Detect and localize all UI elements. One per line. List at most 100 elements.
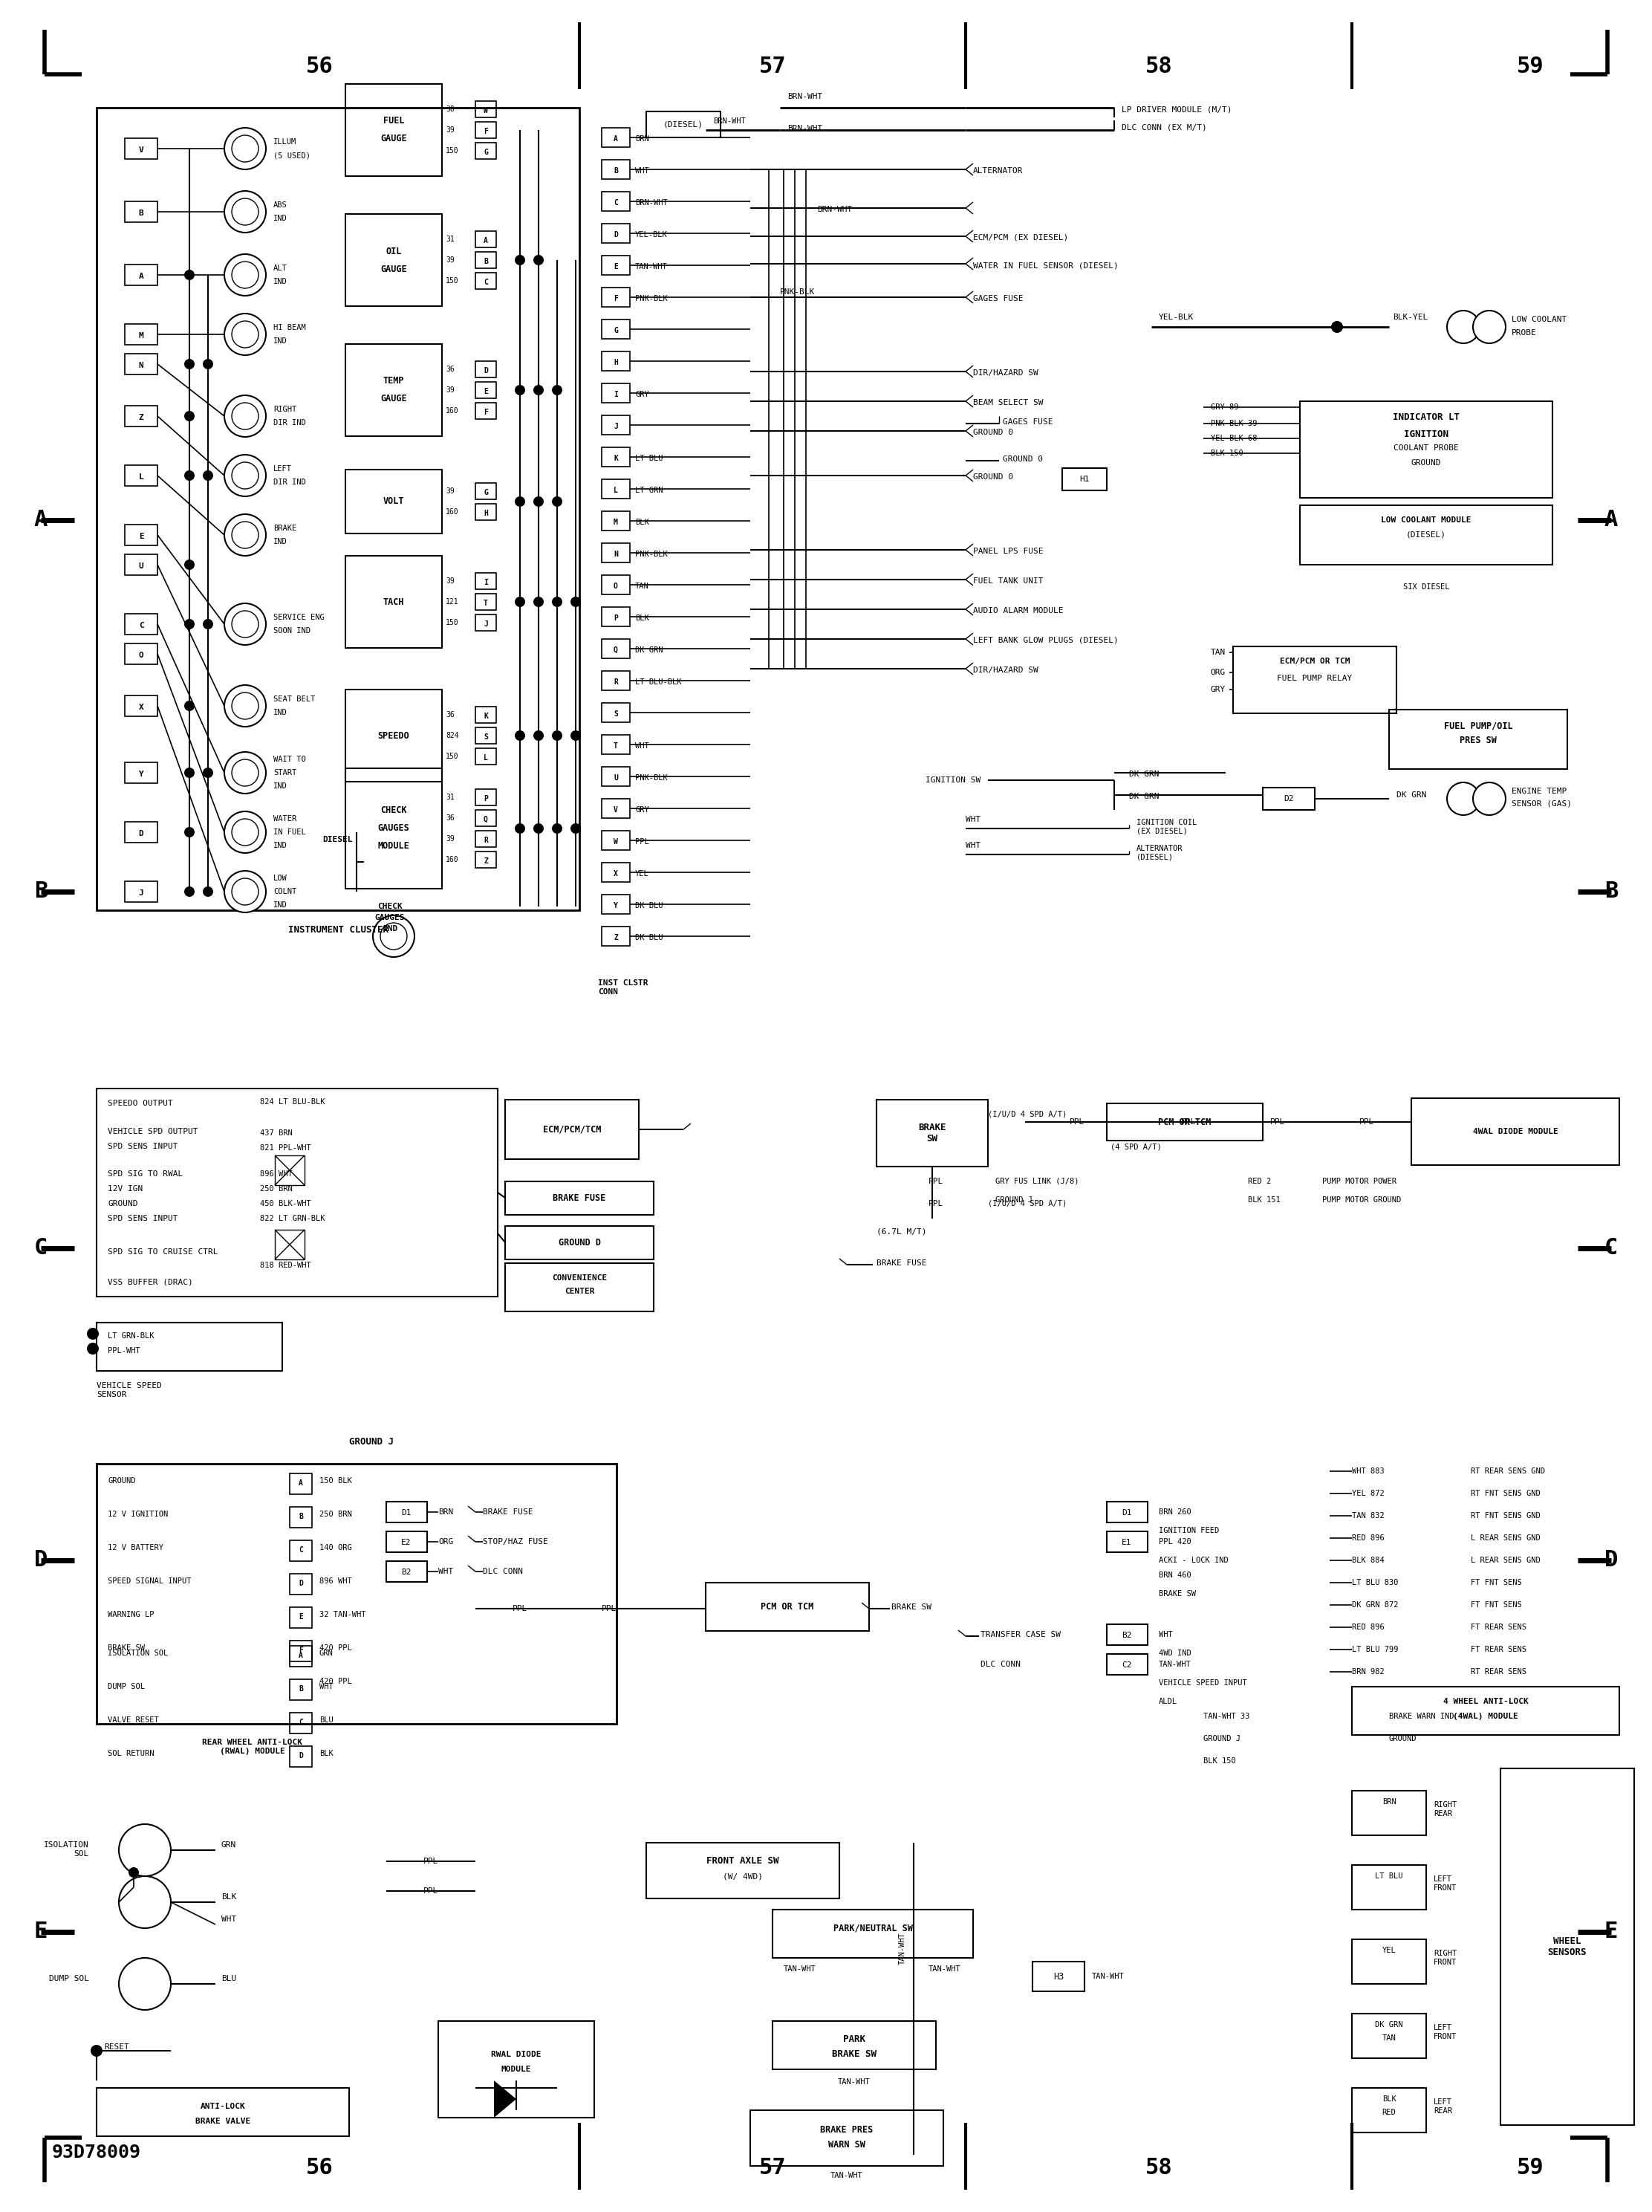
Text: PPL: PPL: [928, 1199, 943, 1208]
Bar: [476, 573, 496, 588]
Bar: [601, 768, 629, 785]
Text: SPD SENS INPUT: SPD SENS INPUT: [107, 1214, 178, 1223]
Text: BRAKE VALVE: BRAKE VALVE: [195, 2117, 251, 2126]
Bar: [476, 482, 496, 500]
Text: VEHICLE SPD OUTPUT: VEHICLE SPD OUTPUT: [107, 1128, 198, 1135]
Circle shape: [515, 823, 525, 834]
Bar: [345, 555, 443, 648]
Text: DK GRN: DK GRN: [1128, 770, 1160, 779]
Text: 450 BLK-WHT: 450 BLK-WHT: [259, 1199, 311, 1208]
Bar: [96, 1323, 282, 1371]
Text: B: B: [35, 880, 48, 902]
Text: PNK-BLK 39: PNK-BLK 39: [1211, 420, 1257, 427]
Circle shape: [231, 759, 258, 785]
Bar: [476, 383, 496, 398]
Text: 39: 39: [446, 577, 454, 584]
Circle shape: [185, 411, 195, 420]
Text: VALVE RESET: VALVE RESET: [107, 1717, 159, 1723]
Text: DUMP SOL: DUMP SOL: [107, 1683, 145, 1690]
Text: SPEEDO OUTPUT: SPEEDO OUTPUT: [107, 1099, 173, 1108]
Circle shape: [534, 495, 544, 507]
Bar: [1232, 646, 1396, 712]
Text: IND: IND: [273, 783, 287, 790]
Text: TAN: TAN: [634, 582, 649, 591]
Circle shape: [185, 701, 195, 710]
Text: G: G: [484, 148, 487, 157]
Text: TACH: TACH: [383, 597, 405, 606]
Text: WHT: WHT: [634, 743, 649, 750]
Text: PPL: PPL: [1181, 1119, 1196, 1126]
Text: 57: 57: [758, 55, 786, 77]
Bar: [601, 319, 629, 338]
Text: BLK: BLK: [634, 615, 649, 622]
Text: PPL: PPL: [1360, 1119, 1374, 1126]
Text: GAGES FUSE: GAGES FUSE: [973, 294, 1023, 303]
Text: GRY: GRY: [1211, 686, 1226, 692]
Circle shape: [1474, 310, 1505, 343]
Text: GROUND: GROUND: [107, 1478, 135, 1484]
Text: BLK: BLK: [1383, 2095, 1396, 2104]
Circle shape: [534, 254, 544, 265]
Text: P: P: [484, 794, 487, 803]
Text: DK GRN: DK GRN: [634, 646, 662, 655]
Text: E1: E1: [1122, 1540, 1132, 1546]
Bar: [601, 447, 629, 467]
Bar: [289, 1679, 312, 1701]
Text: VEHICLE SPEED INPUT: VEHICLE SPEED INPUT: [1158, 1679, 1247, 1688]
Text: CHECK: CHECK: [377, 902, 403, 909]
Text: PRES SW: PRES SW: [1460, 737, 1497, 745]
Text: ISOLATION SOL: ISOLATION SOL: [107, 1650, 169, 1657]
Text: PPL: PPL: [928, 1177, 943, 1186]
Text: 56: 56: [306, 2157, 334, 2179]
Circle shape: [552, 385, 562, 396]
Text: WHT: WHT: [634, 168, 649, 175]
Text: FUEL TANK UNIT: FUEL TANK UNIT: [973, 577, 1044, 584]
Text: B: B: [484, 259, 487, 265]
Text: DIR/HAZARD SW: DIR/HAZARD SW: [973, 666, 1037, 675]
Text: IND: IND: [273, 708, 287, 717]
Bar: [476, 706, 496, 723]
Text: E: E: [1604, 1920, 1617, 1942]
Text: (I/U/D 4 SPD A/T): (I/U/D 4 SPD A/T): [988, 1110, 1067, 1119]
Text: B: B: [299, 1513, 302, 1520]
Text: Q: Q: [484, 816, 487, 823]
Circle shape: [570, 730, 582, 741]
Bar: [1062, 469, 1107, 491]
Bar: [1351, 1940, 1426, 1984]
Text: C: C: [484, 279, 487, 285]
Text: C2: C2: [1122, 1661, 1132, 1668]
Bar: [506, 1225, 654, 1259]
Text: J: J: [484, 619, 487, 628]
Text: E: E: [35, 1920, 48, 1942]
Text: X: X: [139, 703, 144, 710]
Text: S: S: [613, 710, 618, 717]
Circle shape: [231, 199, 258, 226]
Bar: [96, 1088, 497, 1296]
Text: 160: 160: [446, 509, 459, 515]
Text: YEL-BLK: YEL-BLK: [634, 230, 667, 239]
Bar: [1107, 1104, 1262, 1141]
Text: 150: 150: [446, 276, 459, 285]
Circle shape: [534, 597, 544, 606]
Text: F: F: [299, 1646, 302, 1655]
Text: LT BLU: LT BLU: [634, 456, 662, 462]
Text: WATER IN FUEL SENSOR (DIESEL): WATER IN FUEL SENSOR (DIESEL): [973, 261, 1118, 270]
Text: BRN-WHT: BRN-WHT: [788, 93, 823, 100]
Text: STOP/HAZ FUSE: STOP/HAZ FUSE: [482, 1537, 548, 1546]
Bar: [438, 2022, 595, 2117]
Bar: [601, 606, 629, 626]
Circle shape: [185, 471, 195, 480]
Text: M: M: [139, 332, 144, 341]
Text: M: M: [613, 518, 618, 526]
Text: BLU: BLU: [319, 1717, 334, 1723]
Text: A: A: [299, 1480, 302, 1486]
Text: T: T: [613, 743, 618, 750]
Text: E: E: [299, 1613, 302, 1621]
Bar: [1107, 1531, 1148, 1553]
Text: SPEED SIGNAL INPUT: SPEED SIGNAL INPUT: [107, 1577, 192, 1584]
Text: J: J: [613, 422, 618, 429]
Text: START: START: [273, 770, 297, 776]
Text: PUMP MOTOR GROUND: PUMP MOTOR GROUND: [1322, 1197, 1401, 1203]
Bar: [289, 1473, 312, 1495]
Bar: [1107, 1624, 1148, 1646]
